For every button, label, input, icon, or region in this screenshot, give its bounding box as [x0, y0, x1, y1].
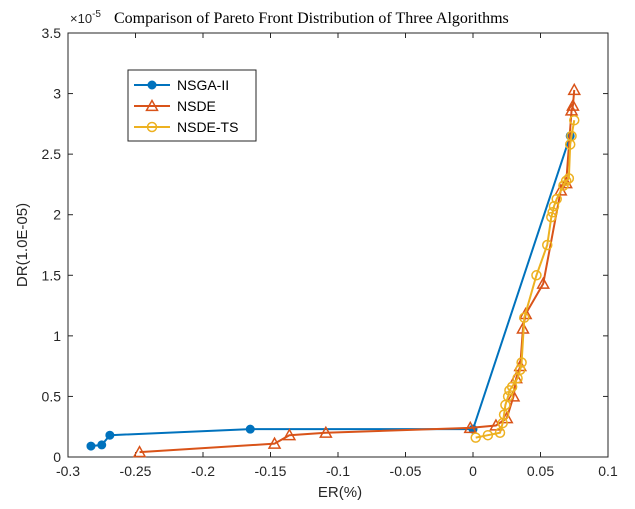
data-point — [494, 427, 506, 439]
x-tick-label: 0.05 — [527, 463, 554, 479]
legend-label: NSGA-II — [177, 77, 229, 93]
data-point — [470, 432, 481, 443]
legend-entry: NSDE — [134, 98, 216, 114]
data-point — [282, 428, 297, 441]
legend: NSGA-II NSDE NSDE-TS — [127, 69, 257, 142]
x-tick-label: -0.05 — [390, 463, 422, 479]
data-point — [567, 82, 582, 96]
y-multiplier: ×10-5 — [70, 9, 101, 26]
data-point — [506, 389, 521, 402]
y-tick-label: 2.5 — [42, 146, 62, 162]
data-point — [245, 424, 255, 434]
x-tick-label: -0.3 — [56, 463, 80, 479]
y-multiplier-base: ×10 — [70, 11, 92, 26]
y-tick-label: 0 — [53, 449, 61, 465]
x-axis-ticks: -0.3 -0.25 -0.2 -0.15 -0.1 -0.05 0 0.05 0.1 — [56, 33, 618, 479]
data-point — [531, 270, 542, 281]
y-tick-label: 1 — [53, 328, 61, 344]
x-tick-label: 0.1 — [598, 463, 618, 479]
legend-label: NSDE-TS — [177, 119, 238, 135]
x-tick-label: -0.2 — [191, 463, 215, 479]
data-point — [519, 312, 530, 323]
legend-marker — [147, 80, 157, 90]
data-point — [542, 239, 553, 251]
y-tick-label: 3 — [53, 86, 61, 102]
y-axis-ticks: 0 0.5 1 1.5 2 2.5 3 3.5 — [42, 25, 608, 465]
x-axis-label: ER(%) — [318, 484, 362, 501]
data-point — [132, 445, 147, 458]
data-point — [498, 409, 510, 420]
data-point — [566, 130, 577, 142]
series-line — [139, 89, 576, 454]
data-point — [463, 420, 478, 434]
legend-label: NSDE — [177, 98, 216, 114]
series-layer — [86, 82, 582, 458]
data-point — [502, 391, 514, 402]
y-tick-label: 1.5 — [42, 267, 62, 283]
chart-title: Comparison of Pareto Front Distribution … — [114, 10, 509, 27]
data-point — [319, 425, 333, 438]
legend-entry: NSDE-TS — [134, 119, 238, 135]
series-line — [90, 135, 572, 448]
y-multiplier-exponent: -5 — [92, 9, 101, 20]
data-point — [482, 429, 494, 441]
data-point — [551, 193, 562, 205]
y-axis-label: DR(1.0E-05) — [14, 203, 31, 287]
data-point — [546, 211, 557, 223]
x-tick-label: -0.25 — [120, 463, 152, 479]
data-point — [547, 207, 558, 218]
x-tick-label: -0.1 — [326, 463, 350, 479]
data-point — [105, 430, 115, 440]
y-tick-label: 2 — [53, 207, 61, 223]
series-nsga-ii — [86, 131, 575, 451]
data-point — [536, 276, 550, 289]
data-point — [548, 200, 560, 212]
data-point — [86, 441, 96, 451]
x-tick-label: -0.15 — [255, 463, 287, 479]
data-point — [516, 357, 527, 368]
data-point — [267, 436, 282, 449]
data-point — [560, 175, 572, 187]
x-tick-label: 0 — [469, 463, 477, 479]
data-point — [566, 98, 580, 111]
legend-marker — [145, 98, 159, 112]
data-point — [563, 173, 575, 184]
data-point — [569, 114, 580, 126]
y-tick-label: 3.5 — [42, 25, 62, 41]
series-line — [475, 120, 576, 439]
legend-entry: NSGA-II — [134, 77, 229, 93]
series-nsde-ts — [470, 114, 580, 443]
data-point — [506, 381, 518, 392]
data-point — [515, 364, 526, 376]
y-tick-label: 0.5 — [42, 388, 62, 404]
legend-marker — [146, 121, 158, 133]
data-point — [97, 440, 107, 450]
